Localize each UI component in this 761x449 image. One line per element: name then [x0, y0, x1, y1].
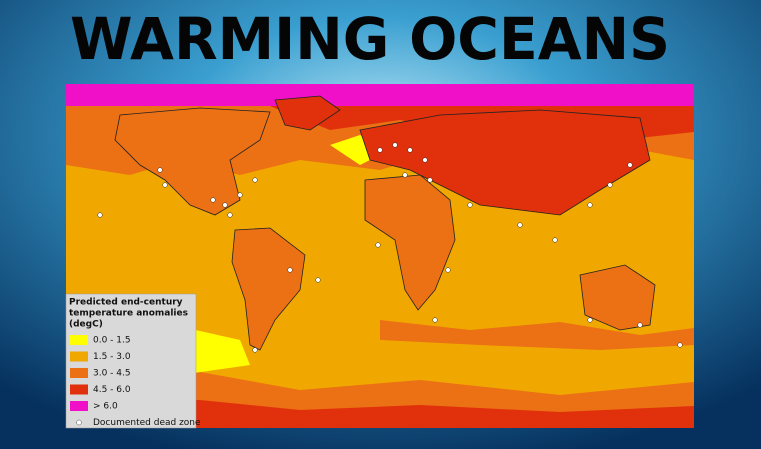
greenland [274, 95, 341, 131]
legend-swatch [70, 368, 88, 378]
legend-label: Documented dead zone [93, 418, 201, 428]
dead-zones [97, 142, 683, 353]
title: WARMING OCEANS [70, 5, 670, 73]
legend-swatch [70, 335, 88, 345]
eurasia [359, 109, 651, 216]
southern-ocean [380, 320, 694, 350]
australia [579, 264, 656, 331]
north-america [114, 107, 271, 216]
map [66, 84, 694, 428]
legend-label: 3.0 - 4.5 [93, 369, 131, 379]
antarctic-red [66, 400, 694, 428]
legend-swatch [70, 351, 88, 362]
africa [364, 174, 456, 311]
legend-title: temperature anomalies [69, 309, 188, 319]
legend-swatch [70, 401, 88, 411]
legend-swatch [70, 384, 88, 395]
legend-dead-zone-marker [76, 419, 82, 426]
legend-title: (degC) [69, 320, 103, 330]
legend-label: 0.0 - 1.5 [93, 336, 131, 346]
south-america [231, 227, 306, 351]
legend-title: Predicted end-century [69, 298, 183, 308]
continents [114, 95, 656, 351]
legend-label: 4.5 - 6.0 [93, 385, 131, 395]
legend-label: 1.5 - 3.0 [93, 352, 131, 362]
arctic-band [66, 84, 694, 106]
legend-label: > 6.0 [93, 402, 118, 412]
